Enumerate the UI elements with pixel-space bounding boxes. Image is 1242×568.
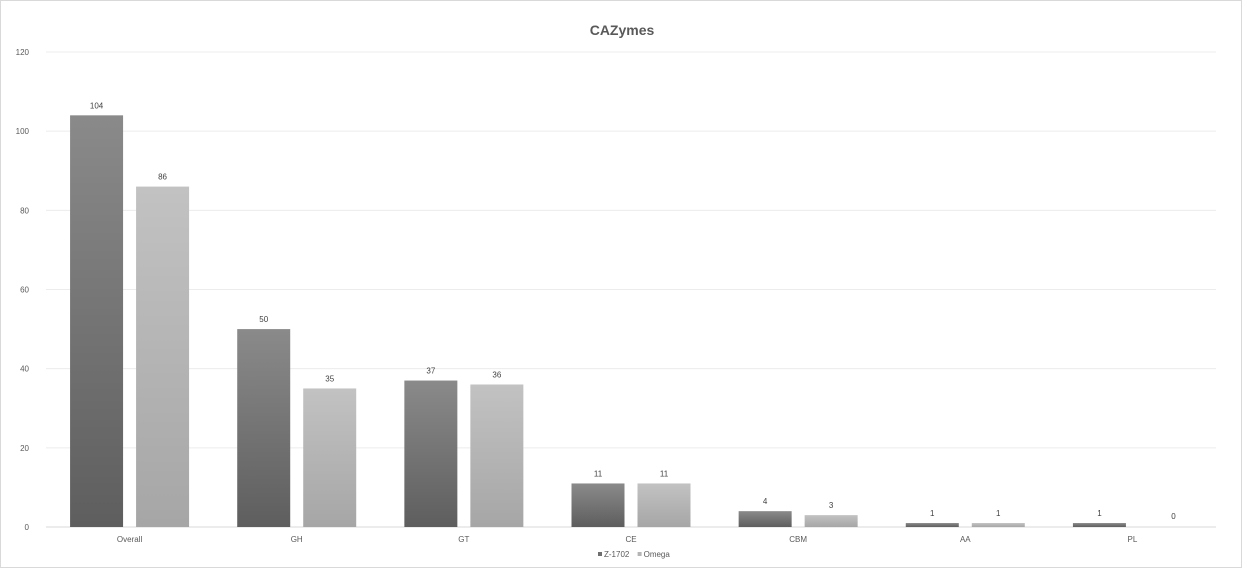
y-axis-ticks: 0 20 40 60 80 100 120 bbox=[16, 48, 30, 532]
data-label: 37 bbox=[426, 367, 435, 376]
bar-z-1702-ce bbox=[571, 483, 625, 527]
data-label: 3 bbox=[829, 501, 834, 510]
x-axis-ticks: Overall GH GT CE CBM AA PL bbox=[117, 535, 1138, 544]
bar-omega-cbm bbox=[804, 515, 858, 527]
bars bbox=[70, 115, 1126, 528]
bar-z-1702-pl bbox=[1072, 523, 1126, 527]
bar-omega-aa bbox=[971, 523, 1025, 527]
data-label: 50 bbox=[259, 315, 268, 324]
y-tick-label: 0 bbox=[25, 523, 30, 532]
bar-omega-gt bbox=[470, 384, 524, 527]
legend-label: Z-1702 bbox=[604, 550, 630, 559]
data-label: 1 bbox=[996, 509, 1001, 518]
legend: Z-1702 Omega bbox=[598, 550, 670, 559]
data-label: 86 bbox=[158, 173, 167, 182]
bar-z-1702-overall bbox=[70, 115, 124, 527]
gridlines bbox=[46, 51, 1216, 528]
y-tick-label: 100 bbox=[16, 127, 30, 136]
data-label: 0 bbox=[1171, 512, 1176, 521]
data-label: 35 bbox=[325, 374, 334, 383]
data-label: 36 bbox=[492, 371, 501, 380]
bar-z-1702-aa bbox=[905, 523, 959, 527]
x-tick-label: CE bbox=[625, 535, 636, 544]
legend-swatch-omega bbox=[637, 552, 642, 556]
bar-z-1702-cbm bbox=[738, 511, 792, 527]
x-tick-label: CBM bbox=[789, 535, 807, 544]
data-label: 4 bbox=[763, 497, 768, 506]
x-tick-label: GH bbox=[291, 535, 303, 544]
data-label: 1 bbox=[1097, 509, 1102, 518]
bar-z-1702-gh bbox=[237, 329, 291, 527]
bar-omega-gh bbox=[303, 388, 357, 527]
y-tick-label: 120 bbox=[16, 48, 30, 57]
x-tick-label: GT bbox=[458, 535, 469, 544]
x-tick-label: Overall bbox=[117, 535, 143, 544]
y-tick-label: 20 bbox=[20, 444, 29, 453]
data-label: 104 bbox=[90, 101, 104, 110]
legend-swatch-z-1702 bbox=[598, 552, 602, 556]
bar-z-1702-gt bbox=[404, 380, 458, 527]
y-tick-label: 80 bbox=[20, 206, 29, 215]
bar-omega-ce bbox=[637, 483, 691, 527]
data-label: 1 bbox=[930, 509, 935, 518]
legend-label: Omega bbox=[644, 550, 671, 559]
chart-title: CAZymes bbox=[590, 22, 655, 38]
data-label: 11 bbox=[660, 469, 669, 478]
x-tick-label: PL bbox=[1128, 535, 1138, 544]
y-tick-label: 40 bbox=[20, 365, 29, 374]
x-tick-label: AA bbox=[960, 535, 971, 544]
y-tick-label: 60 bbox=[20, 286, 29, 295]
data-label: 11 bbox=[594, 469, 603, 478]
bar-omega-overall bbox=[136, 186, 190, 528]
